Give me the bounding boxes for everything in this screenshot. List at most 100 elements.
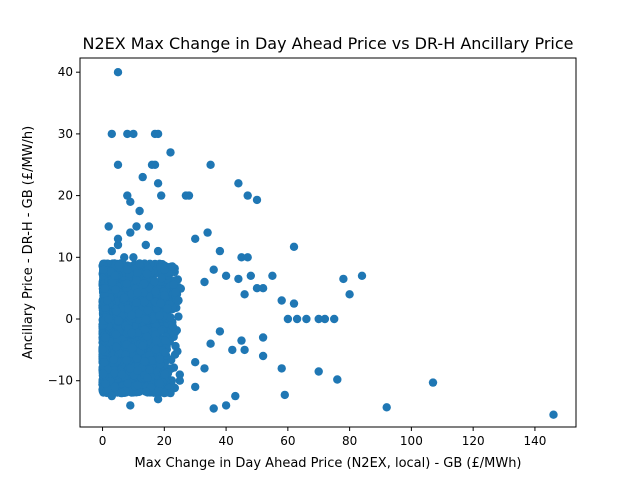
scatter-point: [549, 410, 558, 419]
scatter-point-cluster: [114, 316, 123, 325]
y-tick-label: 10: [58, 250, 73, 264]
scatter-point: [357, 271, 367, 280]
y-tick-label: 20: [58, 189, 73, 203]
scatter-point: [345, 290, 354, 299]
scatter-point: [116, 388, 126, 398]
scatter-point: [314, 314, 323, 324]
scatter-point: [166, 388, 175, 398]
scatter-point-cluster: [120, 293, 129, 303]
scatter-point-cluster: [168, 262, 177, 271]
scatter-point: [153, 246, 163, 256]
scatter-point: [215, 246, 225, 256]
scatter-point-cluster: [127, 343, 137, 353]
scatter-point: [200, 364, 209, 373]
scatter-point-cluster: [142, 332, 152, 341]
scatter-point: [135, 206, 144, 216]
scatter-point-cluster: [163, 304, 172, 313]
scatter-point-cluster: [168, 322, 177, 331]
scatter-point: [221, 401, 231, 410]
scatter-point-cluster: [133, 288, 142, 298]
scatter-point: [268, 271, 277, 280]
scatter-point: [258, 333, 268, 342]
scatter-point: [101, 333, 110, 342]
scatter-point: [209, 265, 218, 274]
scatter-point: [209, 404, 218, 413]
data-points: [98, 68, 558, 419]
scatter-point: [314, 367, 323, 376]
scatter-point: [129, 253, 138, 262]
scatter-point-cluster: [160, 291, 169, 300]
scatter-point: [153, 179, 163, 188]
y-axis-label: Ancillary Price - DR-H - GB (£/MW/h): [21, 126, 36, 359]
scatter-point: [126, 197, 135, 206]
scatter-point: [277, 296, 286, 305]
scatter-point: [175, 370, 184, 379]
scatter-point-cluster: [155, 311, 164, 320]
scatter-point: [100, 284, 110, 293]
scatter-point-cluster: [161, 336, 170, 345]
scatter-point-cluster: [138, 341, 147, 351]
scatter-point: [153, 129, 163, 139]
scatter-point: [107, 391, 117, 401]
scatter-point: [191, 234, 200, 243]
scatter-point: [99, 265, 108, 274]
scatter-point: [138, 172, 147, 182]
scatter-point-cluster: [127, 328, 136, 338]
scatter-point-cluster: [114, 260, 124, 270]
scatter-point-cluster: [145, 365, 154, 374]
scatter-point: [228, 345, 237, 355]
y-tick-label: 40: [58, 65, 73, 79]
x-tick-label: 0: [99, 434, 107, 448]
scatter-point: [258, 351, 268, 361]
scatter-point: [330, 314, 339, 324]
x-tick-label: 80: [342, 434, 357, 448]
scatter-point: [246, 271, 255, 280]
scatter-point: [144, 222, 154, 231]
scatter-point-cluster: [143, 373, 152, 382]
scatter-point-cluster: [132, 276, 141, 285]
scatter-point: [302, 314, 311, 324]
scatter-point: [258, 284, 268, 293]
scatter-point: [107, 129, 117, 139]
scatter-point-cluster: [111, 285, 120, 294]
scatter-point: [153, 395, 163, 404]
scatter-point-cluster: [133, 380, 142, 390]
x-tick-label: 100: [400, 434, 423, 448]
x-axis: 0 20 40 60 80 100 120 140: [99, 427, 546, 448]
scatter-point-cluster: [141, 315, 151, 324]
scatter-point-cluster: [133, 366, 142, 375]
scatter-point-cluster: [166, 313, 175, 322]
y-tick-label: 0: [65, 312, 73, 326]
scatter-point-cluster: [110, 369, 119, 378]
scatter-point-cluster: [126, 364, 135, 373]
scatter-point: [206, 160, 215, 169]
scatter-point-cluster: [98, 369, 108, 379]
scatter-point-cluster: [111, 330, 121, 339]
scatter-point-cluster: [134, 308, 143, 318]
scatter-point: [98, 345, 107, 355]
chart-title: N2EX Max Change in Day Ahead Price vs DR…: [82, 34, 573, 53]
scatter-point-cluster: [101, 303, 110, 312]
scatter-point-cluster: [156, 299, 165, 308]
scatter-point-cluster: [127, 311, 136, 320]
scatter-point: [157, 191, 166, 200]
scatter-point: [104, 314, 113, 324]
scatter-point: [283, 314, 293, 324]
scatter-point: [113, 234, 123, 243]
scatter-point: [320, 314, 330, 324]
plot-frame: [79, 57, 577, 428]
scatter-point: [339, 274, 348, 284]
y-tick-label: −10: [48, 374, 73, 388]
scatter-point: [104, 222, 113, 231]
scatter-point: [191, 358, 200, 367]
x-axis-label: Max Change in Day Ahead Price (N2EX, loc…: [134, 456, 521, 471]
scatter-point: [382, 403, 391, 412]
scatter-point-cluster: [143, 306, 152, 315]
scatter-point-cluster: [123, 304, 133, 314]
scatter-point-cluster: [160, 369, 170, 379]
scatter-point: [252, 284, 262, 293]
scatter-point: [166, 148, 175, 157]
scatter-point: [99, 358, 109, 367]
scatter-point-cluster: [133, 268, 142, 277]
